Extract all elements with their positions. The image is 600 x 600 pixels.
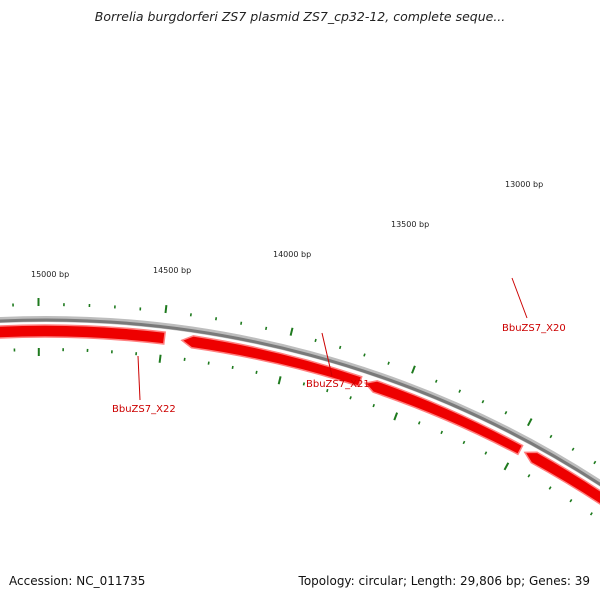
inner-tick: [231, 365, 234, 370]
inner-tick: [589, 512, 593, 516]
inner-tick: [569, 498, 573, 503]
inner-tick: [158, 354, 162, 363]
gene-arrow-partial: [0, 324, 167, 345]
inner-tick: [462, 440, 466, 445]
outer-tick: [549, 434, 553, 439]
gene-leader-x22: [137, 355, 141, 401]
gene-label-x22: BbuZS7_X22: [112, 404, 176, 415]
outer-tick: [240, 321, 243, 325]
inner-tick: [372, 403, 375, 408]
outer-tick: [164, 304, 168, 314]
outer-tick: [593, 460, 597, 465]
outer-tick: [363, 353, 366, 357]
inner-tick: [527, 474, 531, 478]
inner-tick: [302, 382, 306, 386]
inner-tick: [440, 430, 444, 435]
outer-tick: [215, 317, 218, 321]
bp-label-13000: 13000 bp: [505, 180, 543, 189]
backbone-shadow: [0, 316, 600, 487]
bp-label-14500: 14500 bp: [153, 266, 191, 275]
gene-track: [0, 324, 600, 506]
inner-tick: [484, 451, 488, 455]
outer-tick: [314, 338, 317, 343]
outer-tick: [338, 345, 342, 350]
inner-tick: [393, 412, 399, 421]
bp-label-13500: 13500 bp: [391, 220, 429, 229]
inner-tick-marks: [13, 348, 593, 516]
map-title: Borrelia burgdorferi ZS7 plasmid ZS7_cp3…: [94, 9, 506, 24]
inner-tick: [349, 396, 352, 400]
accession-text: Accession: NC_011735: [9, 574, 146, 588]
outer-tick: [434, 379, 438, 383]
gene-arrow-bbuzs7_x20: [523, 451, 600, 506]
outer-tick: [504, 411, 508, 415]
outer-tick: [289, 327, 294, 336]
gene-leader-x20: [511, 277, 528, 319]
inner-tick: [255, 370, 258, 374]
gene-arrow-bbuzs7_x21: [363, 380, 524, 456]
outer-tick: [527, 418, 533, 427]
outer-tick: [458, 389, 462, 393]
inner-tick: [326, 388, 329, 393]
outer-tick: [411, 365, 416, 374]
bp-label-14000: 14000 bp: [273, 250, 311, 259]
outer-tick-marks: [12, 298, 597, 465]
gene-leader-x21: [321, 332, 333, 377]
bp-label-15000: 15000 bp: [31, 270, 69, 279]
inner-tick: [207, 361, 210, 365]
plasmid-backbone: [0, 318, 600, 487]
inner-tick: [548, 486, 552, 490]
gene-arrow-bbuzs7_x22: [180, 335, 363, 388]
outer-tick: [481, 399, 485, 404]
gene-label-x21: BbuZS7_X21: [306, 379, 370, 390]
gene-label-x20: BbuZS7_X20: [502, 323, 566, 334]
inner-tick: [277, 376, 282, 385]
topology-summary-text: Topology: circular; Length: 29,806 bp; G…: [298, 574, 590, 588]
outer-tick: [571, 447, 575, 451]
outer-tick: [265, 326, 268, 331]
inner-tick: [417, 421, 421, 425]
inner-tick: [503, 462, 510, 471]
outer-tick: [387, 361, 390, 365]
